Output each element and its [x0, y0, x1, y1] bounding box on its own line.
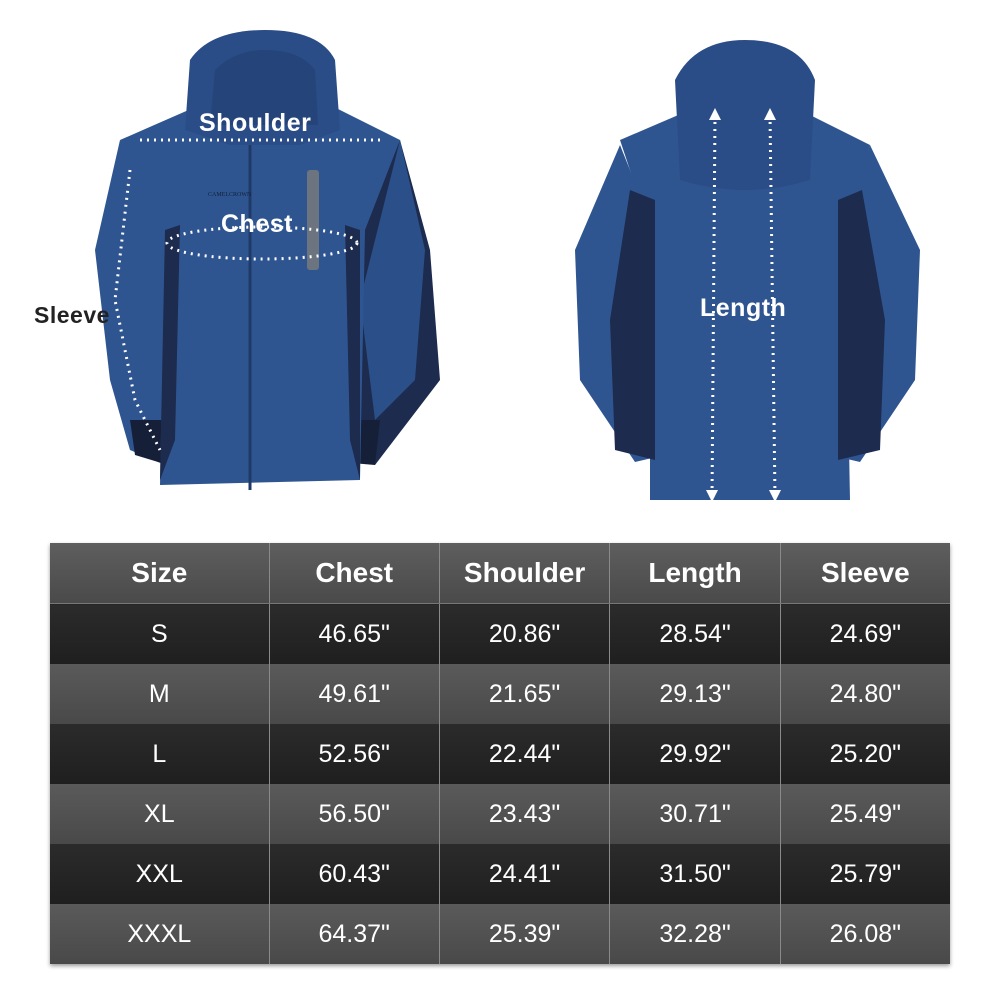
back-jacket — [575, 40, 920, 502]
header-sleeve: Sleeve — [779, 543, 950, 604]
measurement-cell: 29.92" — [609, 724, 781, 784]
measurement-cell: 46.65" — [268, 603, 440, 664]
measurement-cell: 60.43" — [268, 844, 440, 904]
size-chart-table: Size Chest Shoulder Length Sleeve S 46.65… — [50, 543, 950, 964]
measurement-cell: 25.39" — [438, 904, 610, 964]
measurement-cell: 64.37" — [268, 904, 440, 964]
size-cell: M — [50, 664, 270, 724]
header-length: Length — [609, 543, 781, 604]
measurement-cell: 25.79" — [779, 844, 950, 904]
measurement-cell: 56.50" — [268, 784, 440, 844]
size-cell: XXXL — [50, 904, 270, 964]
size-cell: S — [50, 603, 270, 664]
size-cell: XXL — [50, 844, 270, 904]
table-row: XXL 60.43" 24.41" 31.50" 25.79" — [50, 844, 950, 904]
jacket-illustration: CAMELCROWN — [95, 30, 920, 502]
table-row: M 49.61" 21.65" 29.13" 24.80" — [50, 664, 950, 724]
measurement-cell: 26.08" — [779, 904, 950, 964]
table-row: XXXL 64.37" 25.39" 32.28" 26.08" — [50, 904, 950, 964]
front-jacket: CAMELCROWN — [95, 30, 440, 490]
length-label: Length — [700, 294, 787, 322]
table-header-row: Size Chest Shoulder Length Sleeve — [50, 543, 950, 604]
measurement-cell: 20.86" — [438, 603, 610, 664]
measurement-cell: 24.41" — [438, 844, 610, 904]
measurement-cell: 49.61" — [268, 664, 440, 724]
table-row: L 52.56" 22.44" 29.92" 25.20" — [50, 724, 950, 784]
size-cell: XL — [50, 784, 270, 844]
measurement-cell: 21.65" — [438, 664, 610, 724]
shoulder-label: Shoulder — [199, 109, 312, 137]
chest-label: Chest — [221, 210, 293, 238]
measurement-cell: 29.13" — [609, 664, 781, 724]
header-size: Size — [50, 543, 270, 604]
size-cell: L — [50, 724, 270, 784]
measurement-cell: 24.69" — [779, 603, 950, 664]
sleeve-label: Sleeve — [34, 302, 110, 328]
measurement-cell: 22.44" — [438, 724, 610, 784]
measurement-cell: 24.80" — [779, 664, 950, 724]
brand-logo: CAMELCROWN — [208, 192, 252, 198]
measurement-cell: 30.71" — [609, 784, 781, 844]
header-chest: Chest — [268, 543, 440, 604]
header-shoulder: Shoulder — [438, 543, 610, 604]
measurement-cell: 25.49" — [779, 784, 950, 844]
table-row: S 46.65" 20.86" 28.54" 24.69" — [50, 603, 950, 664]
measurement-cell: 25.20" — [779, 724, 950, 784]
measurement-cell: 23.43" — [438, 784, 610, 844]
measurement-cell: 31.50" — [609, 844, 781, 904]
measurement-cell: 32.28" — [609, 904, 781, 964]
measurement-cell: 28.54" — [609, 603, 781, 664]
measurement-cell: 52.56" — [268, 724, 440, 784]
table-row: XL 56.50" 23.43" 30.71" 25.49" — [50, 784, 950, 844]
